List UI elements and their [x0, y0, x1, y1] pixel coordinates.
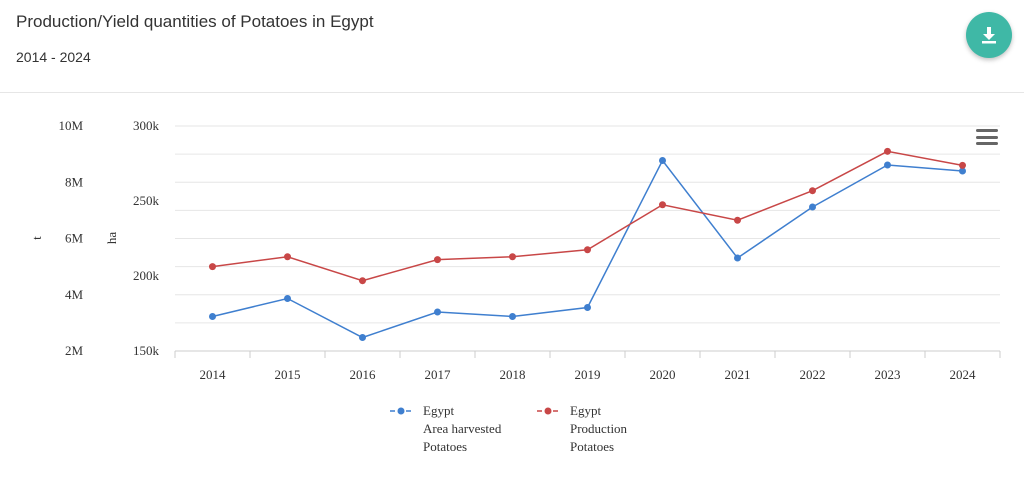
- y-left-tick-label: 6M: [65, 231, 84, 246]
- x-tick-label: 2016: [350, 367, 377, 382]
- data-point[interactable]: [884, 161, 891, 169]
- x-tick-label: 2017: [425, 367, 452, 382]
- data-point[interactable]: [209, 263, 216, 271]
- grid-lines: [175, 125, 1000, 352]
- x-tick-label: 2020: [650, 367, 676, 382]
- chart-menu-button[interactable]: [976, 129, 998, 149]
- chart-subtitle: 2014 - 2024: [16, 49, 91, 65]
- y-right-axis-label: ha: [104, 232, 119, 245]
- legend-label-0[interactable]: Egypt: [423, 403, 454, 418]
- y-axis-right: 150k 200k 250k 300k ha: [104, 118, 160, 358]
- y-right-tick-label: 250k: [133, 193, 160, 208]
- chart-title: Production/Yield quantities of Potatoes …: [16, 12, 374, 31]
- y-left-tick-label: 10M: [58, 118, 83, 133]
- y-left-tick-label: 4M: [65, 287, 84, 302]
- legend-marker-0: [397, 407, 405, 415]
- x-tick-label: 2021: [725, 367, 751, 382]
- data-point[interactable]: [584, 304, 591, 311]
- series-line-1: [212, 150, 963, 282]
- data-point[interactable]: [359, 334, 366, 341]
- y-axis-left: 2M 4M 6M 8M 10M t: [29, 118, 83, 358]
- x-tick-label: 2019: [575, 367, 601, 382]
- x-tick-label: 2015: [275, 367, 301, 382]
- data-point[interactable]: [659, 157, 666, 164]
- y-left-tick-label: 8M: [65, 174, 84, 189]
- series-group: [209, 147, 966, 341]
- data-point[interactable]: [509, 313, 516, 320]
- y-right-tick-label: 200k: [133, 268, 160, 283]
- data-point[interactable]: [359, 277, 366, 285]
- data-point[interactable]: [284, 295, 291, 302]
- data-point[interactable]: [809, 187, 816, 195]
- x-tick-label: 2014: [200, 367, 227, 382]
- x-axis: 2014 2015 2016 2017 2018 2019 2020 2021 2022 2023…: [174, 351, 1001, 382]
- x-tick-label: 2023: [875, 367, 901, 382]
- data-point[interactable]: [809, 203, 816, 211]
- legend-marker-1: [544, 407, 552, 415]
- legend-label-0[interactable]: Potatoes: [423, 439, 467, 454]
- data-point[interactable]: [959, 167, 966, 175]
- download-icon: [982, 27, 996, 44]
- y-left-tick-label: 2M: [65, 343, 84, 358]
- download-button[interactable]: [966, 12, 1012, 58]
- x-tick-label: 2022: [800, 367, 826, 382]
- legend: Egypt Area harvested Potatoes Egypt Producti…: [390, 403, 628, 454]
- x-tick-label: 2024: [950, 367, 977, 382]
- hamburger-menu-icon-bar: [976, 135, 998, 139]
- data-point[interactable]: [284, 253, 291, 261]
- hamburger-menu-icon: [976, 129, 998, 132]
- data-point[interactable]: [434, 256, 441, 264]
- data-point[interactable]: [734, 216, 741, 224]
- legend-label-1[interactable]: Egypt: [570, 403, 601, 418]
- legend-label-0[interactable]: Area harvested: [423, 421, 502, 436]
- data-point[interactable]: [659, 201, 666, 209]
- data-point[interactable]: [584, 246, 591, 254]
- data-point[interactable]: [959, 161, 966, 169]
- legend-label-1[interactable]: Production: [570, 421, 628, 436]
- data-point[interactable]: [509, 253, 516, 261]
- y-left-axis-label: t: [29, 236, 44, 240]
- data-point[interactable]: [734, 254, 741, 262]
- y-right-tick-label: 150k: [133, 343, 160, 358]
- data-point[interactable]: [209, 313, 216, 320]
- data-point[interactable]: [884, 147, 891, 155]
- header-divider: [0, 92, 1024, 93]
- x-tick-label: 2018: [500, 367, 526, 382]
- legend-label-1[interactable]: Potatoes: [570, 439, 614, 454]
- data-point[interactable]: [434, 308, 441, 316]
- hamburger-menu-icon-bar: [976, 142, 998, 145]
- y-right-tick-label: 300k: [133, 118, 160, 133]
